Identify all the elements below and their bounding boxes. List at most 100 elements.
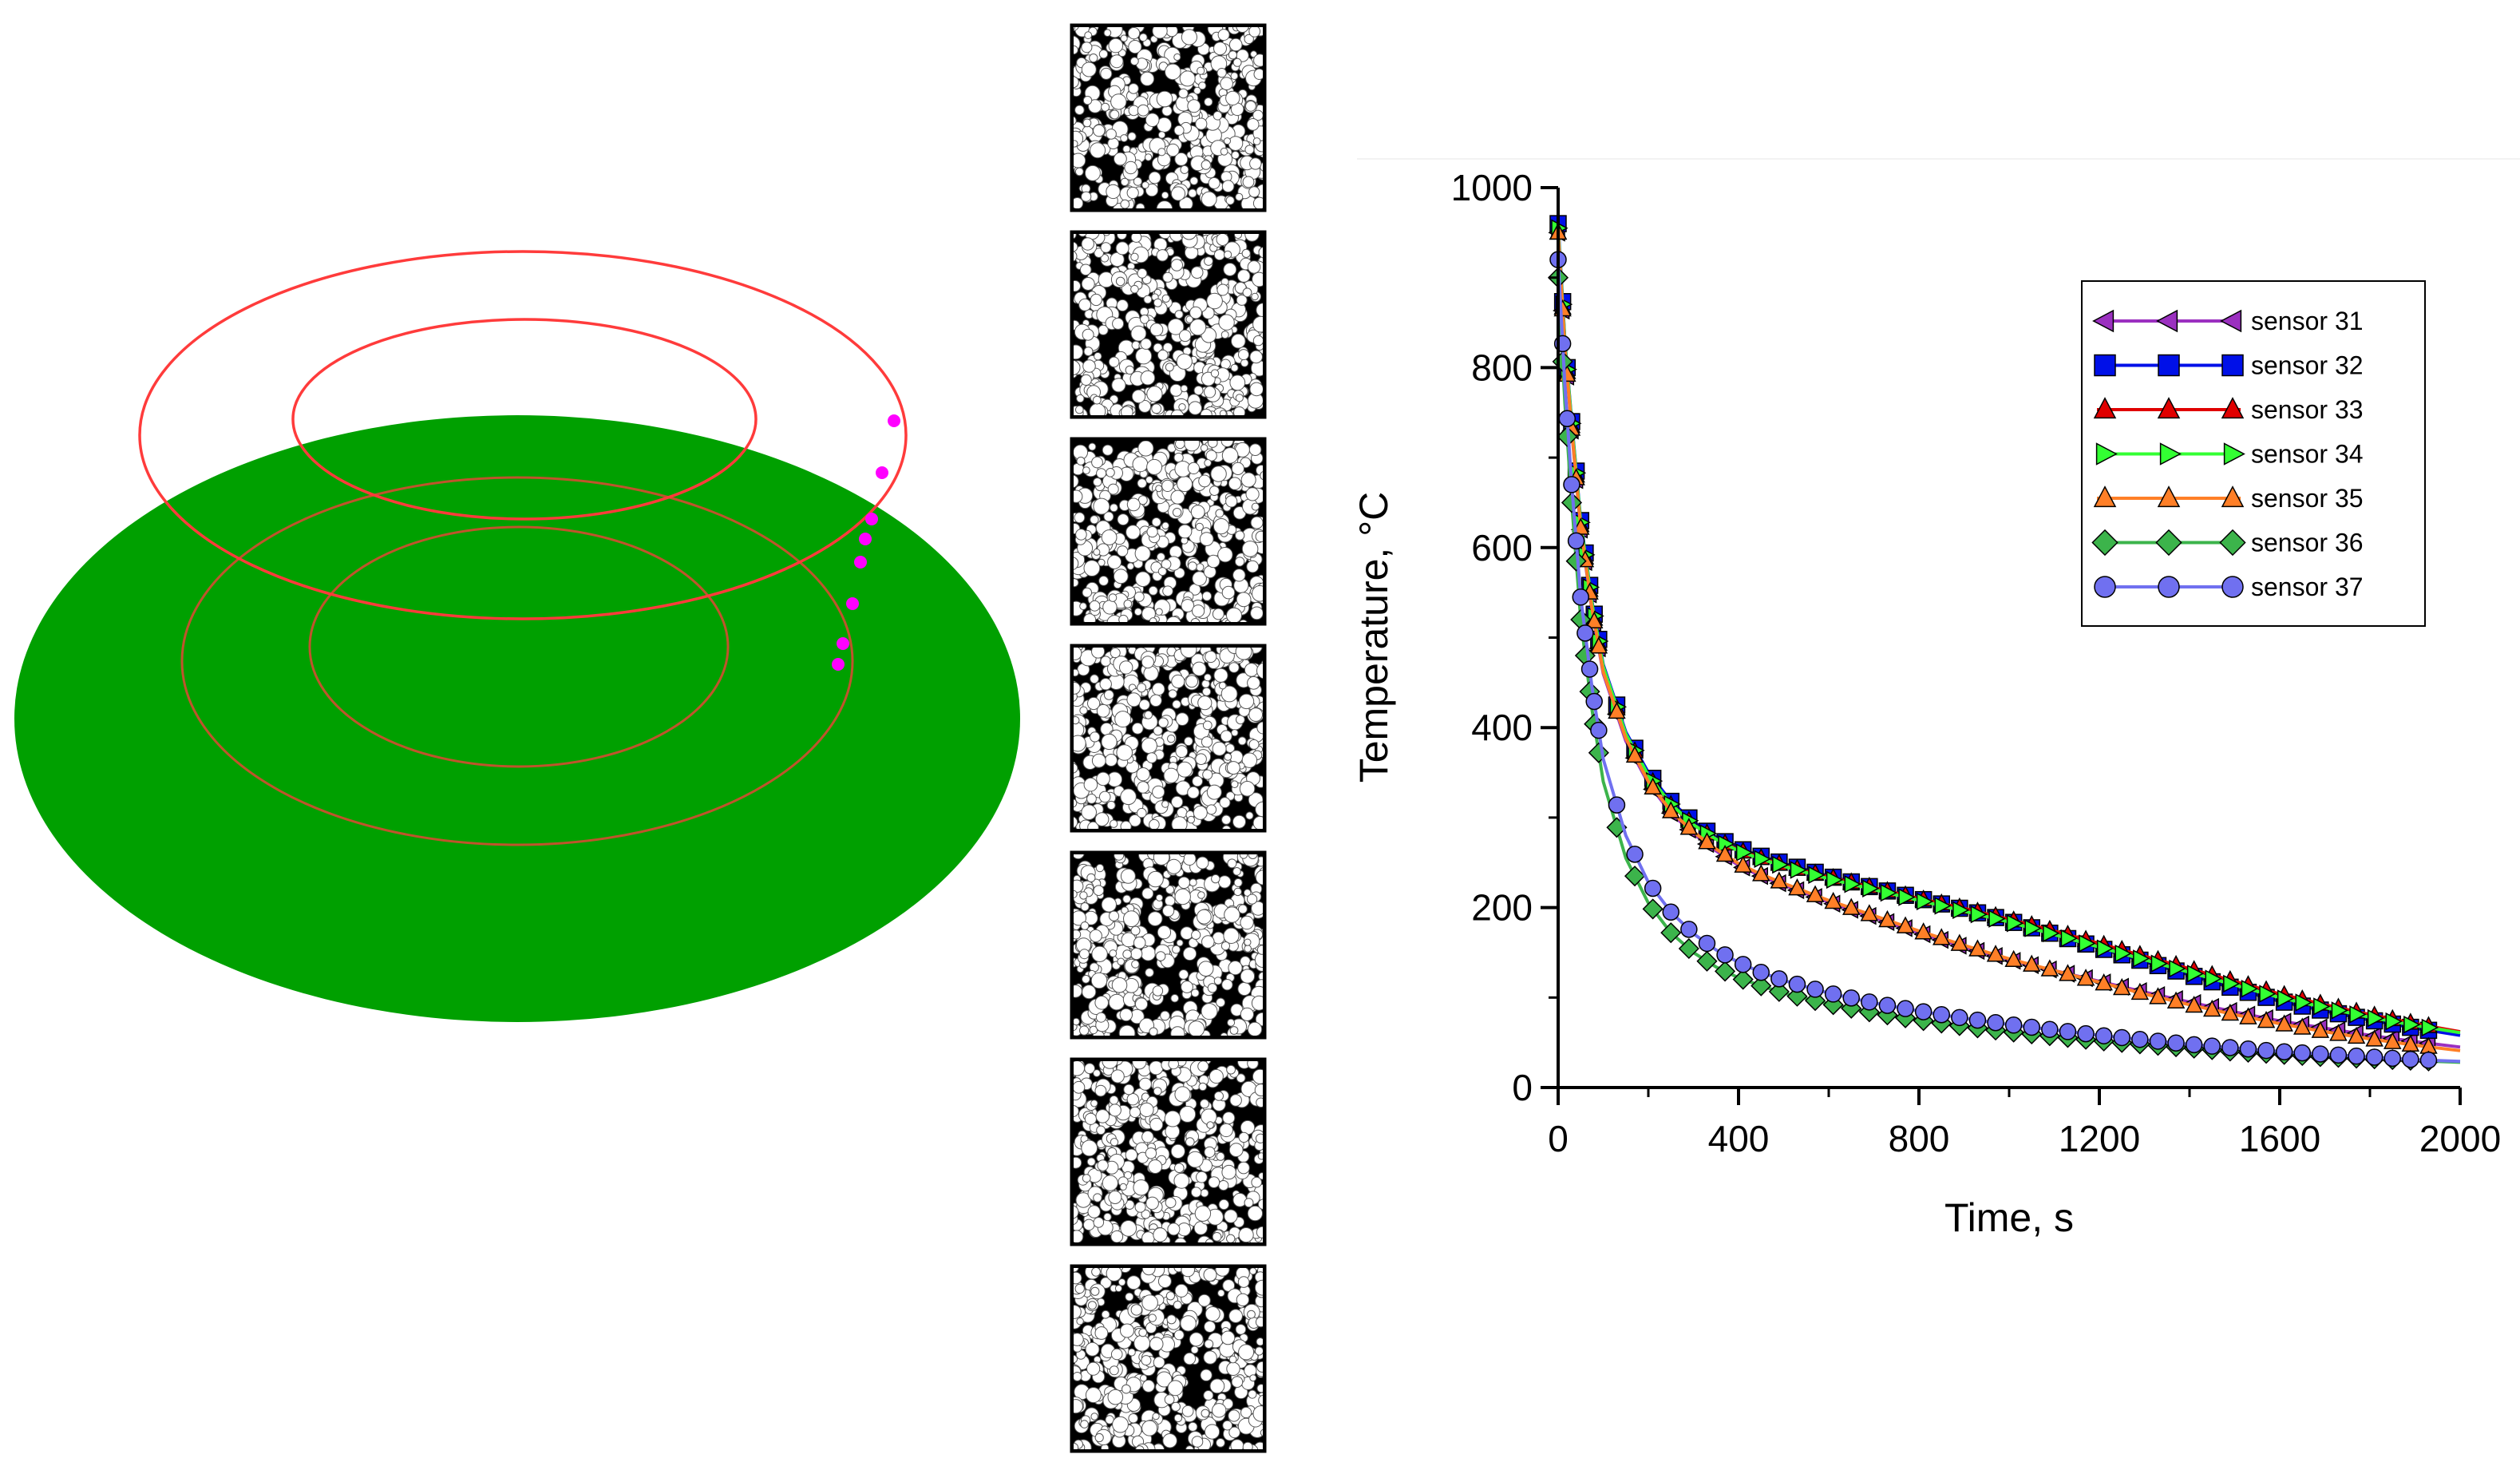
legend-marker — [2095, 442, 2118, 466]
legend-marker — [2091, 529, 2118, 557]
data-point — [2059, 964, 2077, 981]
data-point — [1788, 975, 1806, 993]
sensor-dot — [846, 597, 859, 610]
data-point — [2313, 997, 2331, 1016]
legend-marker — [2159, 442, 2182, 466]
sensor-dot — [837, 637, 849, 650]
legend-label: sensor 37 — [2251, 573, 2364, 601]
data-point — [2329, 1046, 2348, 1064]
data-point — [2277, 989, 2295, 1008]
micrograph-panel — [1070, 230, 1267, 419]
data-point — [2348, 1047, 2365, 1065]
data-point — [1590, 721, 1608, 739]
lower-outer-ring — [180, 476, 854, 846]
data-point — [2275, 1014, 2293, 1032]
data-point — [2095, 973, 2113, 991]
disc-scene — [14, 250, 1020, 1022]
x-tick-label: 800 — [1889, 1118, 1950, 1159]
series-sensor-35 — [1549, 222, 2461, 1054]
legend-label: sensor 31 — [2251, 307, 2364, 335]
data-point — [2221, 1039, 2239, 1056]
data-point — [2203, 1037, 2221, 1055]
data-point — [1698, 934, 1716, 953]
data-point — [2167, 1034, 2185, 1052]
data-point — [1715, 844, 1735, 862]
data-point — [1878, 997, 1897, 1014]
legend-label: sensor 36 — [2251, 529, 2364, 557]
data-point — [1679, 818, 1699, 835]
data-point — [2347, 1026, 2366, 1044]
data-point — [1567, 532, 1585, 550]
data-point — [1860, 904, 1879, 921]
data-point — [2329, 1024, 2348, 1041]
data-point — [2113, 977, 2131, 996]
data-point — [2241, 980, 2259, 998]
data-point — [2150, 954, 2169, 973]
y-tick-label: 1000 — [1451, 167, 1533, 208]
data-point — [2185, 1036, 2203, 1054]
x-tick-label: 1600 — [2239, 1118, 2320, 1159]
legend-entry: sensor 31 — [2092, 307, 2364, 335]
data-point — [2331, 1001, 2349, 1020]
legend-marker — [2155, 529, 2182, 557]
data-point — [1624, 866, 1646, 887]
data-point — [1588, 742, 1609, 763]
data-point — [1752, 963, 1770, 981]
data-point — [2041, 1020, 2059, 1038]
data-point — [1565, 550, 1587, 572]
data-point — [2402, 1050, 2419, 1068]
data-point — [1735, 843, 1754, 862]
legend-entry: sensor 32 — [2094, 351, 2364, 380]
data-point — [2349, 1005, 2367, 1024]
series-sensor-37 — [1549, 251, 2461, 1069]
data-point — [2169, 959, 2186, 978]
legend: sensor 31 sensor 32 sensor 33 sensor 34 sens… — [2081, 280, 2426, 627]
legend-marker — [2220, 309, 2242, 333]
legend-marker — [2158, 576, 2180, 598]
data-point — [2133, 949, 2150, 968]
data-point — [2403, 1015, 2421, 1034]
green-disc — [14, 415, 1020, 1022]
data-point — [2004, 1016, 2023, 1034]
data-point — [1970, 905, 1988, 924]
data-point — [1563, 476, 1580, 493]
legend-marker — [2219, 529, 2246, 557]
data-point — [2060, 929, 2079, 948]
data-point — [2365, 1029, 2384, 1047]
data-point — [1732, 969, 1754, 990]
legend-entry: sensor 33 — [2093, 395, 2364, 424]
data-point — [1824, 985, 1842, 1003]
data-point — [2130, 982, 2150, 1000]
legend-marker — [2158, 354, 2180, 377]
data-point — [2259, 985, 2277, 1003]
data-point — [2275, 1043, 2293, 1061]
data-point — [2295, 993, 2312, 1012]
data-point — [2257, 1041, 2275, 1060]
x-tick-label: 2000 — [2419, 1118, 2501, 1159]
legend-marker — [2221, 354, 2244, 377]
data-point — [1898, 888, 1916, 906]
data-point — [2365, 1048, 2384, 1066]
legend-label: sensor 33 — [2251, 395, 2364, 424]
legend-entry: sensor 37 — [2094, 573, 2364, 601]
data-point — [1585, 692, 1603, 711]
legend-marker — [2221, 485, 2245, 508]
data-point — [1608, 701, 1626, 719]
data-point — [1678, 937, 1699, 960]
data-point — [1842, 897, 1861, 915]
sensor-dots — [832, 414, 900, 671]
data-point — [1642, 898, 1664, 920]
data-point — [2006, 913, 2024, 933]
sensor-dot — [859, 533, 872, 545]
data-point — [2076, 969, 2095, 986]
data-point — [1558, 410, 1576, 428]
data-point — [1806, 981, 1824, 998]
data-point — [2004, 949, 2023, 968]
data-point — [1768, 981, 1790, 1002]
data-point — [2293, 1017, 2312, 1035]
data-point — [2312, 1045, 2329, 1063]
data-point — [1842, 989, 1860, 1007]
data-point — [1968, 1011, 1987, 1029]
data-point — [1790, 861, 1808, 879]
data-point — [1662, 903, 1679, 921]
